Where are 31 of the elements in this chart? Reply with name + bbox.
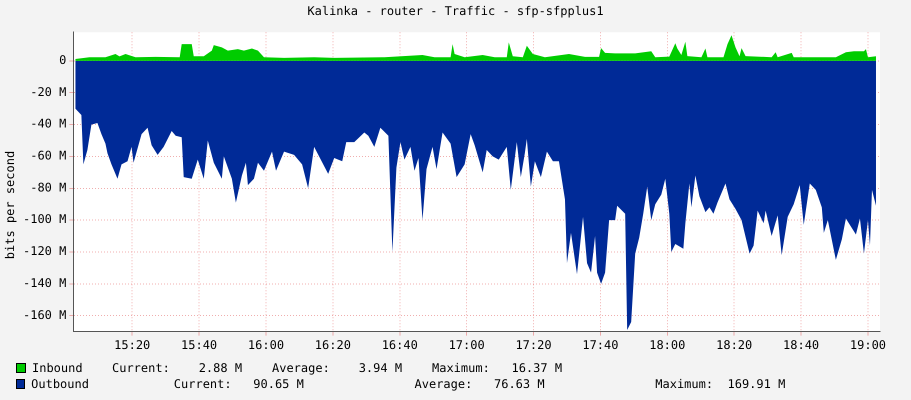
y-tick-label: -40 M	[30, 116, 66, 131]
text: Average: 3.94 M	[272, 361, 404, 375]
legend-label: Inbound	[32, 361, 84, 375]
y-axis-title: bits per second	[3, 150, 17, 260]
x-tick-label: 15:20	[114, 338, 150, 352]
text: Maximum: 169.91 M	[655, 377, 786, 391]
y-tick-label: -100 M	[22, 212, 66, 226]
x-tick-label: 16:00	[248, 338, 284, 352]
y-tick-label: 0	[59, 52, 66, 67]
text: Average: 76.63 M	[414, 377, 546, 391]
text: Maximum: 16.37 M	[432, 361, 564, 375]
text: Current: 2.88 M	[112, 361, 244, 375]
x-tick-label: 19:00	[850, 338, 886, 352]
x-tick-label: 16:20	[314, 338, 351, 352]
y-tick-label: -140 M	[22, 276, 66, 290]
y-tick-label: -20 M	[30, 84, 66, 99]
x-tick-label: 17:20	[515, 338, 552, 352]
text: Current: 90.65 M	[174, 377, 305, 391]
x-tick-label: 16:40	[382, 338, 418, 352]
x-tick-label: 18:40	[783, 338, 820, 352]
y-tick-label: -80 M	[30, 180, 66, 194]
chart-title: Kalinka - router - Traffic - sfp-sfpplus1	[306, 4, 605, 18]
x-tick-label: 18:20	[716, 338, 752, 352]
y-tick-label: -120 M	[22, 244, 66, 258]
x-tick-label: 18:00	[649, 338, 686, 352]
y-tick-label: -60 M	[30, 148, 66, 163]
x-tick-label: 17:00	[448, 338, 485, 352]
y-tick-label: -160 M	[22, 308, 66, 322]
legend-label: Outbound	[31, 377, 90, 391]
x-tick-label: 15:40	[181, 338, 218, 352]
x-tick-label: 17:40	[582, 338, 618, 352]
